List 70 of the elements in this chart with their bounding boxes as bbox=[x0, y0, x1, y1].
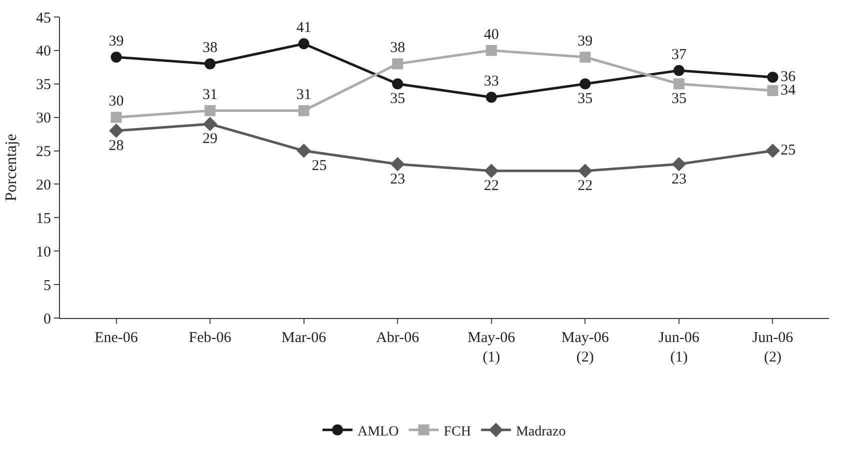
y-tick-label: 5 bbox=[44, 278, 51, 294]
point bbox=[392, 58, 404, 70]
data-label: 25 bbox=[780, 142, 796, 159]
data-label: 22 bbox=[484, 178, 499, 194]
x-tick-label: Ene-06 bbox=[94, 330, 138, 346]
data-label: 41 bbox=[296, 20, 312, 36]
point bbox=[767, 85, 778, 96]
point bbox=[390, 157, 405, 172]
point bbox=[202, 116, 218, 132]
data-label: 38 bbox=[202, 40, 218, 56]
x-tick-label: Jun-06 (2) bbox=[752, 330, 794, 366]
point bbox=[109, 124, 124, 138]
data-label: 35 bbox=[671, 91, 686, 108]
data-label: 35 bbox=[390, 91, 406, 108]
point bbox=[767, 72, 778, 83]
x-tick-label: Jun-06 (1) bbox=[658, 330, 700, 366]
point bbox=[298, 105, 310, 116]
data-label: 39 bbox=[108, 34, 124, 50]
data-label: 22 bbox=[578, 178, 593, 194]
y-axis-title: Porcentaje bbox=[2, 134, 20, 202]
point bbox=[766, 144, 780, 158]
point bbox=[578, 164, 592, 178]
y-tick-label: 20 bbox=[36, 177, 51, 194]
data-label: 23 bbox=[671, 171, 686, 188]
point bbox=[484, 164, 499, 178]
point bbox=[673, 65, 684, 76]
legend-label: FCH bbox=[444, 424, 471, 440]
y-tick-label: 40 bbox=[36, 44, 51, 60]
point bbox=[110, 112, 122, 123]
x-tick-label: May-06 (1) bbox=[468, 330, 516, 366]
x-tick-label: Mar-06 bbox=[281, 330, 327, 346]
x-tick-label: Feb-06 bbox=[188, 330, 232, 346]
data-label: 31 bbox=[296, 87, 312, 104]
y-tick-label: 10 bbox=[36, 244, 51, 260]
data-label: 35 bbox=[578, 91, 593, 108]
data-label: 25 bbox=[312, 158, 327, 174]
point bbox=[296, 144, 311, 158]
data-label: 38 bbox=[390, 40, 406, 56]
y-tick-label: 25 bbox=[36, 144, 51, 160]
y-tick-label: 35 bbox=[36, 77, 51, 94]
data-label: 29 bbox=[202, 131, 218, 148]
legend-label: Madrazo bbox=[516, 424, 566, 440]
point bbox=[580, 78, 591, 90]
legend-label: AMLO bbox=[358, 424, 399, 440]
data-label: 23 bbox=[390, 171, 406, 188]
point bbox=[486, 92, 497, 103]
data-label: 40 bbox=[484, 26, 499, 43]
data-label: 34 bbox=[780, 82, 796, 98]
point bbox=[204, 58, 216, 70]
point bbox=[672, 157, 686, 172]
point bbox=[392, 78, 404, 90]
point bbox=[204, 105, 216, 116]
y-tick-label: 0 bbox=[44, 311, 51, 328]
x-tick-label: May-06 (2) bbox=[561, 330, 610, 366]
point bbox=[486, 44, 497, 56]
data-label: 31 bbox=[202, 87, 218, 104]
data-label: 33 bbox=[484, 74, 499, 90]
data-label: 28 bbox=[108, 138, 124, 154]
data-label: 30 bbox=[108, 94, 124, 110]
y-tick-label: 45 bbox=[36, 10, 51, 26]
y-tick-label: 15 bbox=[36, 210, 51, 227]
point bbox=[110, 52, 122, 63]
point bbox=[673, 78, 684, 90]
point bbox=[298, 38, 310, 50]
x-tick-label: Abr-06 bbox=[376, 330, 420, 346]
y-tick-label: 30 bbox=[36, 110, 51, 127]
data-label: 37 bbox=[671, 46, 687, 63]
data-label: 36 bbox=[780, 68, 796, 85]
point bbox=[580, 52, 591, 63]
data-label: 39 bbox=[578, 34, 593, 50]
